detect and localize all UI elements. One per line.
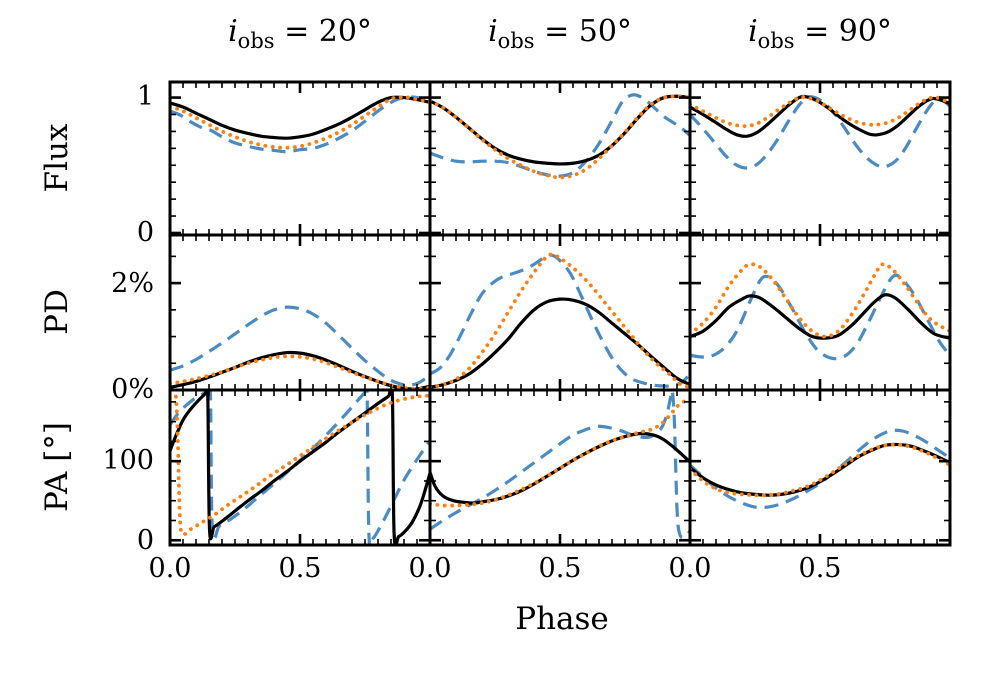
panel-frame bbox=[688, 80, 952, 237]
title-sub: obs bbox=[497, 29, 535, 53]
title-var: i bbox=[488, 14, 498, 49]
ytick-pd-0pct: 0% bbox=[111, 374, 154, 405]
curve-numerical-black-solid bbox=[691, 94, 949, 138]
panel-r2-c2 bbox=[691, 428, 949, 510]
curve-numerical-black-solid bbox=[431, 297, 689, 389]
curve-comparison-blue-dashed bbox=[431, 391, 689, 540]
xlabel-phase: Phase bbox=[515, 601, 609, 637]
title-value: = 90° bbox=[794, 14, 892, 49]
title-value: = 20° bbox=[274, 14, 372, 49]
curve-comparison-blue-dashed bbox=[691, 95, 949, 170]
ytick-pa-0: 0 bbox=[136, 525, 154, 556]
panel-frame bbox=[168, 233, 432, 392]
title-sub: obs bbox=[237, 29, 275, 53]
curve-comparison-blue-dashed bbox=[171, 95, 429, 154]
curve-analytic-orange-dotted bbox=[431, 397, 689, 508]
panel-title-iobs-50: iobs = 50° bbox=[488, 14, 632, 53]
curve-comparison-blue-dashed bbox=[431, 253, 689, 388]
xtick-p3-0.5: 0.5 bbox=[798, 553, 842, 584]
xtick-p2-0.0: 0.0 bbox=[408, 553, 452, 584]
curve-analytic-orange-dotted bbox=[173, 391, 429, 537]
curve-numerical-black-solid bbox=[691, 293, 949, 340]
curve-analytic-orange-dotted bbox=[171, 354, 429, 389]
xtick-p2-0.5: 0.5 bbox=[538, 553, 582, 584]
curve-comparison-blue-dashed bbox=[691, 273, 949, 361]
panel-r1-c2 bbox=[691, 262, 949, 361]
panel-title-iobs-90: iobs = 90° bbox=[748, 14, 892, 53]
panel-frame bbox=[688, 388, 952, 547]
title-sub: obs bbox=[757, 29, 795, 53]
xtick-p1-0.5: 0.5 bbox=[278, 553, 322, 584]
xtick-p3-0.0: 0.0 bbox=[668, 553, 712, 584]
panel-r0-c1 bbox=[431, 93, 689, 180]
curve-numerical-black-solid bbox=[691, 442, 949, 497]
title-var: i bbox=[748, 14, 758, 49]
ytick-flux-1: 1 bbox=[136, 81, 154, 112]
curve-analytic-orange-dotted bbox=[691, 95, 949, 129]
curve-numerical-black-solid bbox=[171, 391, 429, 544]
panel-r0-c2 bbox=[691, 94, 949, 170]
curve-comparison-blue-dashed bbox=[431, 93, 689, 178]
title-var: i bbox=[228, 14, 238, 49]
ytick-flux-0: 0 bbox=[136, 217, 154, 248]
ytick-pd-2pct: 2% bbox=[111, 268, 154, 299]
curve-analytic-orange-dotted bbox=[691, 262, 949, 339]
xtick-p1-0.0: 0.0 bbox=[148, 553, 192, 584]
panel-r2-c0 bbox=[171, 391, 429, 544]
curve-numerical-black-solid bbox=[171, 95, 429, 140]
panel-r1-c1 bbox=[431, 252, 689, 389]
panel-r2-c1 bbox=[431, 391, 689, 540]
panel-r1-c0 bbox=[171, 305, 429, 389]
ytick-pa-100: 100 bbox=[102, 445, 154, 476]
curve-analytic-orange-dotted bbox=[691, 442, 949, 498]
curve-comparison-blue-dashed bbox=[171, 305, 429, 387]
panel-title-iobs-20: iobs = 20° bbox=[228, 14, 372, 53]
panel-frame bbox=[168, 80, 432, 237]
curve-comparison-blue-dashed bbox=[691, 428, 949, 510]
curve-analytic-orange-dotted bbox=[431, 94, 689, 180]
curve-numerical-black-solid bbox=[431, 94, 689, 166]
panel-r0-c0 bbox=[171, 95, 429, 154]
curve-analytic-orange-dotted bbox=[171, 95, 429, 150]
title-value: = 50° bbox=[534, 14, 632, 49]
